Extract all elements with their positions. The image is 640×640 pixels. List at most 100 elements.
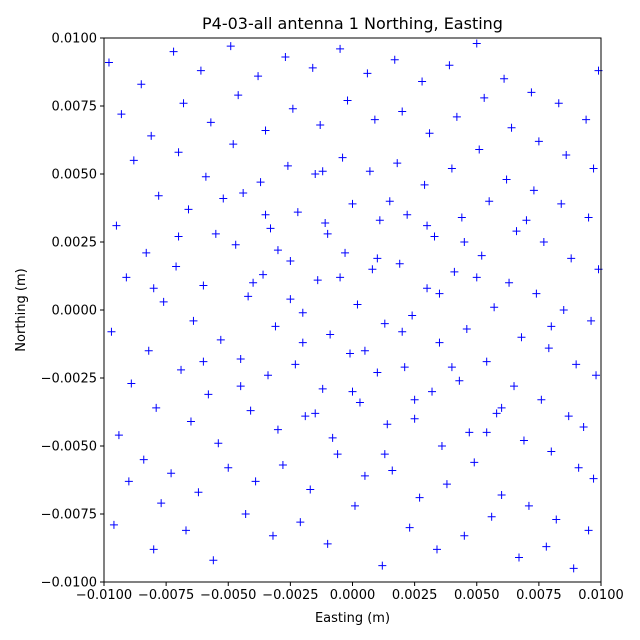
data-point: [492, 409, 501, 418]
data-point: [507, 123, 516, 132]
chart-title: P4-03-all antenna 1 Northing, Easting: [202, 14, 503, 33]
data-point: [137, 80, 146, 89]
x-tick-label: 0.0075: [516, 588, 562, 603]
data-point: [189, 316, 198, 325]
data-point: [428, 387, 437, 396]
y-tick-label: 0.0050: [52, 168, 98, 183]
data-point: [104, 58, 113, 67]
data-point: [539, 238, 548, 246]
data-point: [343, 96, 352, 105]
data-point: [475, 145, 484, 154]
data-point: [204, 390, 213, 399]
data-point: [423, 221, 432, 230]
data-point: [129, 156, 138, 165]
data-point: [239, 189, 248, 198]
x-tick-label: 0.0025: [392, 588, 438, 603]
data-point: [147, 131, 156, 140]
data-point: [328, 433, 337, 442]
data-point: [291, 360, 300, 369]
data-point: [281, 53, 290, 62]
data-point: [323, 229, 332, 238]
data-point: [179, 99, 188, 108]
data-point: [388, 466, 397, 475]
data-point: [244, 292, 253, 301]
data-point: [142, 248, 151, 257]
data-point: [587, 316, 596, 325]
data-point: [259, 270, 268, 279]
data-point: [124, 477, 133, 486]
data-point: [278, 461, 287, 470]
data-point: [465, 428, 474, 437]
x-axis: −0.0100 −0.0075 −0.0050 −0.0025 0.0000 0.0025…: [76, 582, 624, 603]
data-point: [420, 180, 429, 189]
data-point: [435, 289, 444, 298]
data-point: [472, 39, 481, 48]
data-point: [497, 490, 506, 499]
data-point: [273, 246, 282, 255]
x-tick-label: 0.0100: [578, 588, 624, 603]
data-point: [323, 539, 332, 548]
data-point: [109, 520, 118, 529]
x-axis-label: Easting (m): [315, 611, 390, 626]
data-point: [574, 463, 583, 472]
data-point: [430, 232, 439, 241]
data-point: [234, 91, 243, 100]
y-axis: −0.0100 −0.0075 −0.0050 −0.0025 0.0000 0.0025…: [41, 32, 104, 591]
data-point: [400, 363, 409, 372]
data-point: [231, 240, 240, 249]
data-point: [251, 477, 260, 486]
data-point: [172, 262, 181, 271]
data-point: [199, 357, 208, 366]
data-point: [271, 322, 280, 331]
data-point: [373, 254, 382, 263]
data-point: [224, 463, 233, 472]
data-point: [477, 251, 486, 260]
data-point: [226, 42, 235, 51]
data-point: [336, 44, 345, 53]
data-point: [127, 379, 136, 388]
data-point: [264, 371, 273, 380]
data-point: [139, 455, 148, 464]
data-point: [470, 458, 479, 467]
data-point: [398, 107, 407, 116]
data-point: [316, 121, 325, 130]
data-point: [410, 414, 419, 423]
x-tick-label: −0.0025: [262, 588, 318, 603]
data-point: [527, 88, 536, 97]
data-point: [442, 480, 451, 489]
data-point: [174, 148, 183, 157]
data-point: [510, 382, 519, 391]
data-point: [186, 417, 195, 426]
data-point: [502, 175, 511, 184]
data-point: [311, 409, 320, 418]
data-point: [552, 515, 561, 524]
data-point: [321, 218, 330, 227]
data-point: [423, 284, 432, 293]
data-point: [254, 72, 263, 81]
data-point: [157, 499, 166, 508]
data-point: [196, 66, 205, 75]
data-point: [529, 186, 538, 195]
data-point: [435, 338, 444, 347]
x-tick-label: −0.0075: [138, 588, 194, 603]
data-point: [572, 360, 581, 369]
data-point: [408, 311, 417, 320]
y-tick-label: −0.0075: [41, 508, 97, 523]
data-point: [338, 153, 347, 162]
data-point: [395, 259, 404, 268]
data-point: [298, 338, 307, 347]
data-point: [589, 164, 598, 173]
data-point: [452, 112, 461, 121]
data-point: [519, 436, 528, 445]
data-point: [214, 439, 223, 448]
data-point: [532, 289, 541, 298]
data-point: [584, 213, 593, 222]
data-point: [462, 325, 471, 334]
data-point: [201, 172, 210, 181]
data-point: [365, 167, 374, 176]
data-point: [398, 327, 407, 336]
data-point: [360, 346, 369, 355]
data-point: [298, 308, 307, 317]
data-point: [562, 150, 571, 159]
